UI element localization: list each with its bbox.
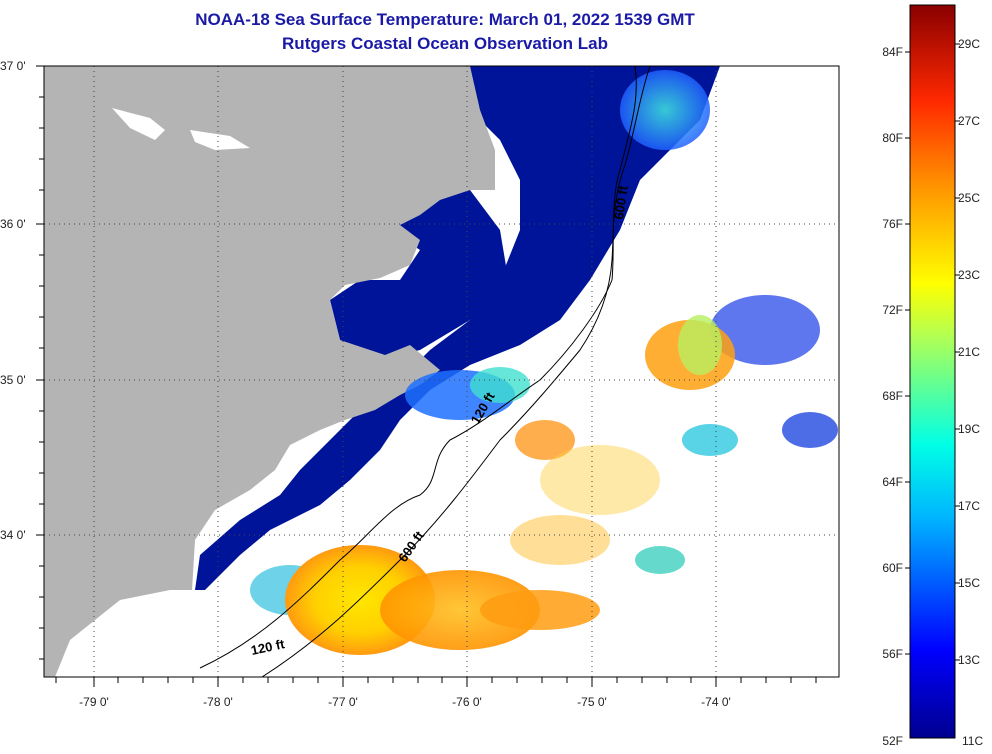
contour-label: 120 ft — [250, 636, 287, 658]
contour-label: 600 ft — [611, 184, 631, 220]
colorbar-c-label: 19C — [958, 422, 980, 436]
cool-patch — [782, 412, 838, 448]
map-title: NOAA-18 Sea Surface Temperature: March 0… — [195, 10, 695, 29]
lon-label: -75 0' — [577, 695, 607, 709]
lon-label: -76 0' — [452, 695, 482, 709]
lat-label: 34 0' — [0, 528, 26, 542]
colorbar-f-label: 68F — [882, 389, 903, 403]
lon-label: -74 0' — [701, 695, 731, 709]
colorbar-f-label: 56F — [882, 647, 903, 661]
colorbar-f-label: 52F — [882, 734, 903, 748]
lat-label: 36 0' — [0, 217, 26, 231]
colorbar-c-label: 17C — [958, 499, 980, 513]
colorbar-c-label: 11C — [962, 734, 983, 748]
contour-600ft-line — [261, 66, 651, 677]
warm-patch — [510, 515, 610, 565]
graticule — [44, 66, 839, 677]
land-mass — [44, 66, 495, 677]
pamlico-sound — [330, 190, 510, 360]
lat-label: 37 0' — [0, 59, 26, 73]
colorbar-c-label: 29C — [958, 37, 980, 51]
lake — [190, 130, 250, 150]
colorbar-c-label: 23C — [958, 268, 980, 282]
colorbar-c-label: 15C — [958, 576, 980, 590]
colorbar-ticks — [905, 43, 960, 661]
colorbar-c-label: 25C — [958, 191, 980, 205]
lake — [112, 108, 165, 140]
colorbar-c-label: 27C — [958, 114, 980, 128]
lon-label: -79 0' — [79, 695, 109, 709]
cool-patch — [620, 70, 710, 150]
colorbar-f-label: 72F — [882, 303, 903, 317]
colorbar-c-label: 13C — [958, 653, 980, 667]
warm-patch — [480, 590, 600, 630]
warm-patch — [380, 570, 540, 650]
contour-120ft-line — [199, 66, 637, 669]
cool-patch — [635, 546, 685, 574]
cool-patch — [710, 295, 820, 365]
warm-patch — [540, 445, 660, 515]
map-subtitle: Rutgers Coastal Ocean Observation Lab — [282, 34, 608, 53]
cool-patch — [470, 367, 530, 403]
colorbar — [909, 4, 956, 739]
colorbar-f-label: 64F — [882, 475, 903, 489]
warm-patch — [515, 420, 575, 460]
colorbar-c-label: 21C — [958, 345, 980, 359]
colorbar-f-label: 80F — [882, 131, 903, 145]
colorbar-f-label: 76F — [882, 217, 903, 231]
axis-ticks — [36, 65, 817, 687]
lon-label: -78 0' — [203, 695, 233, 709]
lat-label: 35 0' — [0, 373, 26, 387]
colorbar-f-label: 84F — [882, 45, 903, 59]
warm-patch — [678, 315, 722, 375]
colorbar-f-label: 60F — [882, 561, 903, 575]
lon-label: -77 0' — [328, 695, 358, 709]
cold-water-region — [195, 66, 720, 590]
cool-patch — [682, 424, 738, 456]
